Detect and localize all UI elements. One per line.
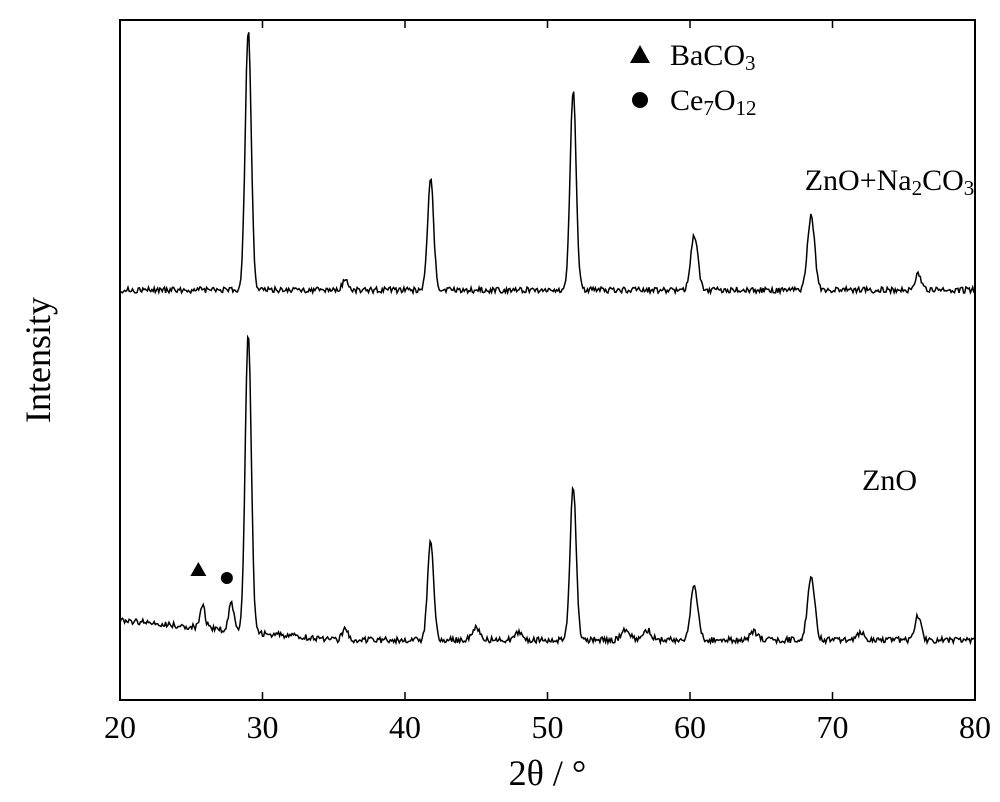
svg-text:ZnO: ZnO — [862, 464, 917, 497]
svg-text:Ce7O12: Ce7O12 — [670, 84, 757, 120]
chart-svg: 20 30 40 50 60 70 80 2θ / ° Intensity ZnO+Na2CO3 Z… — [0, 0, 1000, 802]
xrd-chart: 20 30 40 50 60 70 80 2θ / ° Intensity ZnO+Na2CO3 Z… — [0, 0, 1000, 802]
svg-text:70: 70 — [817, 709, 849, 745]
svg-text:50: 50 — [532, 709, 564, 745]
svg-text:30: 30 — [247, 709, 279, 745]
svg-text:BaCO3: BaCO3 — [670, 39, 756, 75]
svg-text:Intensity: Intensity — [18, 297, 58, 423]
svg-text:20: 20 — [104, 709, 136, 745]
svg-text:40: 40 — [389, 709, 421, 745]
svg-text:80: 80 — [959, 709, 991, 745]
svg-text:ZnO+Na2CO3: ZnO+Na2CO3 — [805, 164, 975, 200]
svg-text:60: 60 — [674, 709, 706, 745]
svg-text:2θ / °: 2θ / ° — [509, 753, 587, 793]
